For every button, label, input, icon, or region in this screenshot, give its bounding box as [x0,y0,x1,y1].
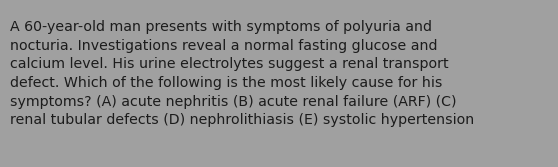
Text: A 60-year-old man presents with symptoms of polyuria and
nocturia. Investigation: A 60-year-old man presents with symptoms… [10,20,474,127]
